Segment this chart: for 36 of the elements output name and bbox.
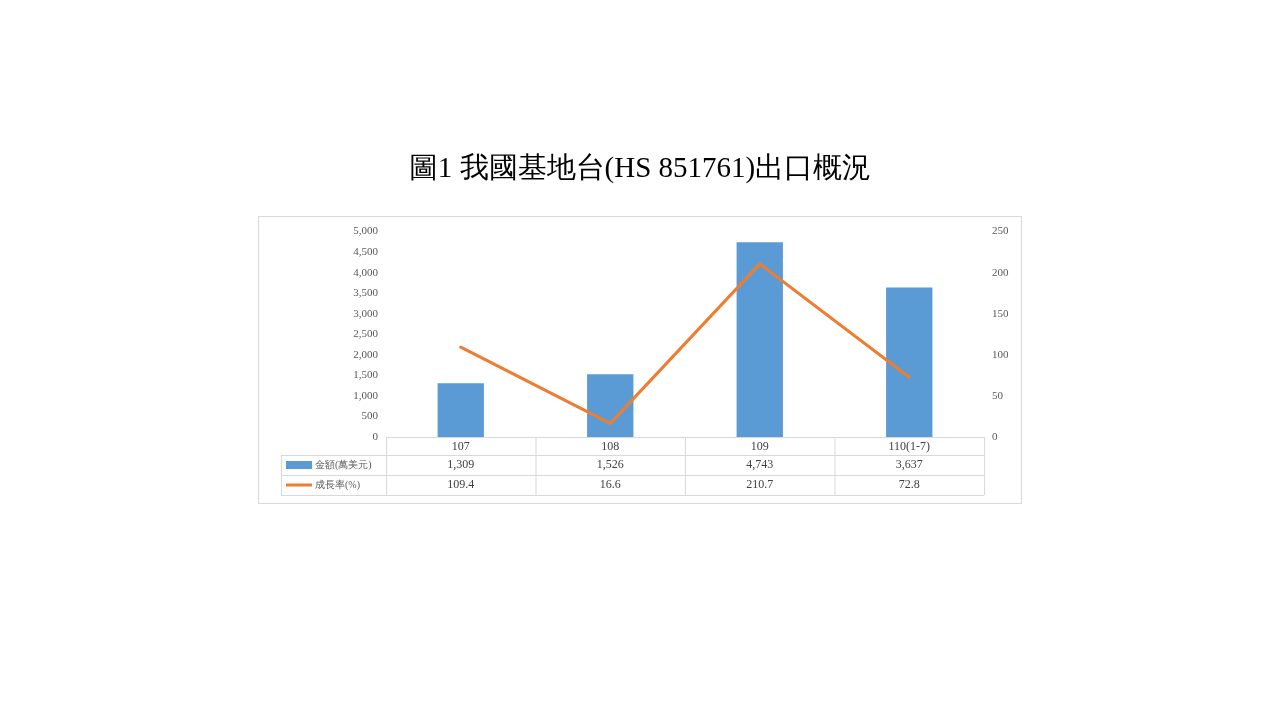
data-label: 109.4 [447,477,475,492]
y2-tick-label: 50 [992,388,1004,401]
x-tick-label: 108 [601,439,620,454]
y2-tick-label: 250 [992,224,1009,237]
x-tick-label: 110(1-7) [888,439,931,454]
y2-tick-label: 150 [992,306,1009,319]
y-tick-label: 1,500 [353,368,379,381]
data-label: 210.7 [746,477,774,492]
data-label: 1,309 [447,457,475,472]
data-label: 4,743 [746,457,774,472]
y-tick-label: 4,000 [353,265,379,278]
data-label: 3,637 [895,457,923,472]
y-tick-label: 500 [361,409,379,422]
legend-label: 成長率(%) [315,478,360,491]
y-tick-label: 5,000 [353,224,379,237]
legend-label: 金額(萬美元) [315,458,372,471]
x-tick-label: 109 [750,439,769,454]
y2-tick-label: 100 [992,347,1009,360]
bar [587,374,634,437]
chart-title: 圖1 我國基地台(HS 851761)出口概況 [407,150,873,185]
y-tick-label: 0 [372,429,379,442]
y-tick-label: 3,000 [353,306,379,319]
y2-tick-label: 200 [992,265,1009,278]
y2-tick-label: 0 [992,429,998,442]
data-label: 16.6 [599,477,621,492]
y-tick-label: 2,500 [353,327,379,340]
data-label: 1,526 [596,457,624,472]
y-tick-label: 4,500 [353,245,379,258]
bar [736,242,783,437]
y-tick-label: 3,500 [353,286,379,299]
x-tick-label: 107 [451,439,470,454]
y-tick-label: 1,000 [353,388,379,401]
bar [886,287,933,437]
data-label: 72.8 [898,477,920,492]
bar [437,383,484,437]
y-tick-label: 2,000 [353,347,379,360]
